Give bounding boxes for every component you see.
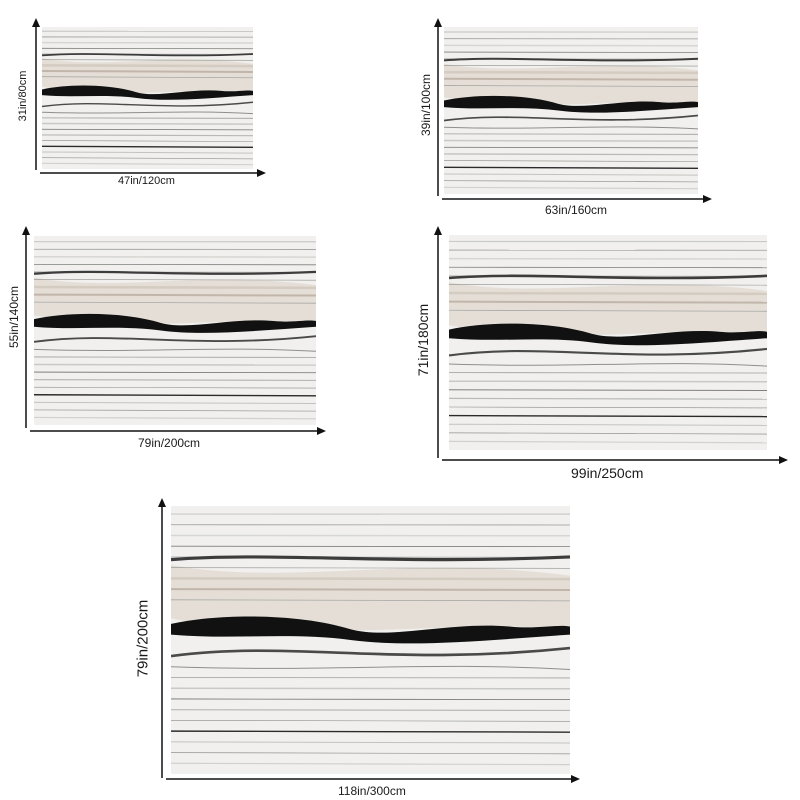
wallpaper-preview-xlarge — [449, 235, 767, 450]
wallpaper-preview-medium — [444, 27, 698, 194]
width-label: 118in/300cm — [338, 784, 406, 798]
paper-stack-texture — [34, 236, 316, 425]
paper-stack-texture — [171, 506, 570, 774]
wallpaper-preview-small — [42, 27, 253, 169]
wallpaper-preview-xxlarge — [171, 506, 570, 774]
width-label: 99in/250cm — [571, 465, 644, 481]
width-label: 63in/160cm — [545, 203, 608, 217]
paper-stack-texture — [444, 27, 698, 194]
height-label: 79in/200cm — [134, 599, 152, 678]
paper-stack-texture — [449, 235, 767, 450]
paper-stack-texture — [42, 27, 253, 169]
wallpaper-preview-large — [34, 236, 316, 425]
width-label: 47in/120cm — [118, 175, 175, 187]
width-label: 79in/200cm — [138, 436, 201, 450]
